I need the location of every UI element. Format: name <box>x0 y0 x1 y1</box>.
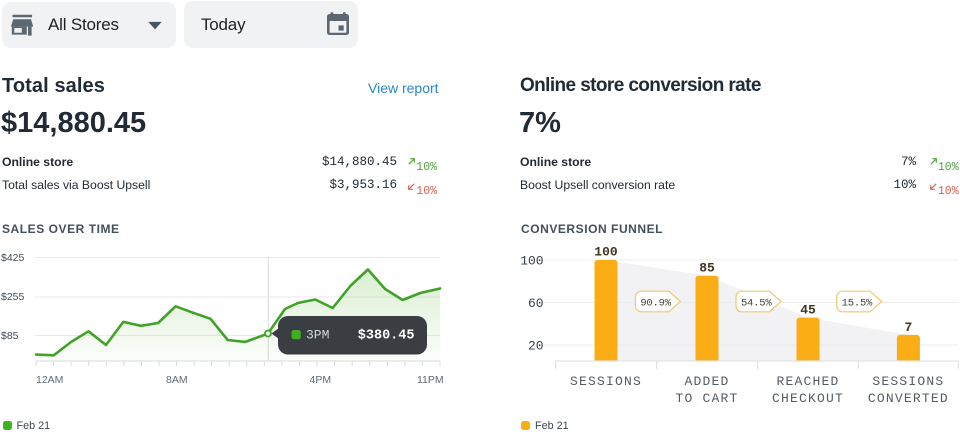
svg-text:$380.45: $380.45 <box>358 329 415 344</box>
svg-text:15.5%: 15.5% <box>842 297 873 309</box>
svg-text:CONVERTED: CONVERTED <box>868 391 949 406</box>
svg-text:100: 100 <box>520 254 543 269</box>
svg-text:TO CART: TO CART <box>675 391 738 406</box>
svg-text:SESSIONS: SESSIONS <box>872 374 944 389</box>
svg-text:60: 60 <box>528 296 544 311</box>
svg-text:CHECKOUT: CHECKOUT <box>772 391 844 406</box>
svg-text:100: 100 <box>594 245 618 260</box>
svg-text:7: 7 <box>904 320 912 335</box>
svg-text:3PM: 3PM <box>306 328 329 343</box>
svg-text:ADDED: ADDED <box>684 374 729 389</box>
svg-text:54.5%: 54.5% <box>741 297 772 309</box>
svg-text:20: 20 <box>528 339 544 354</box>
svg-text:SESSIONS: SESSIONS <box>570 374 642 389</box>
svg-text:90.9%: 90.9% <box>640 297 671 309</box>
svg-text:REACHED: REACHED <box>776 374 839 389</box>
svg-text:85: 85 <box>699 261 715 276</box>
svg-text:45: 45 <box>800 303 816 318</box>
